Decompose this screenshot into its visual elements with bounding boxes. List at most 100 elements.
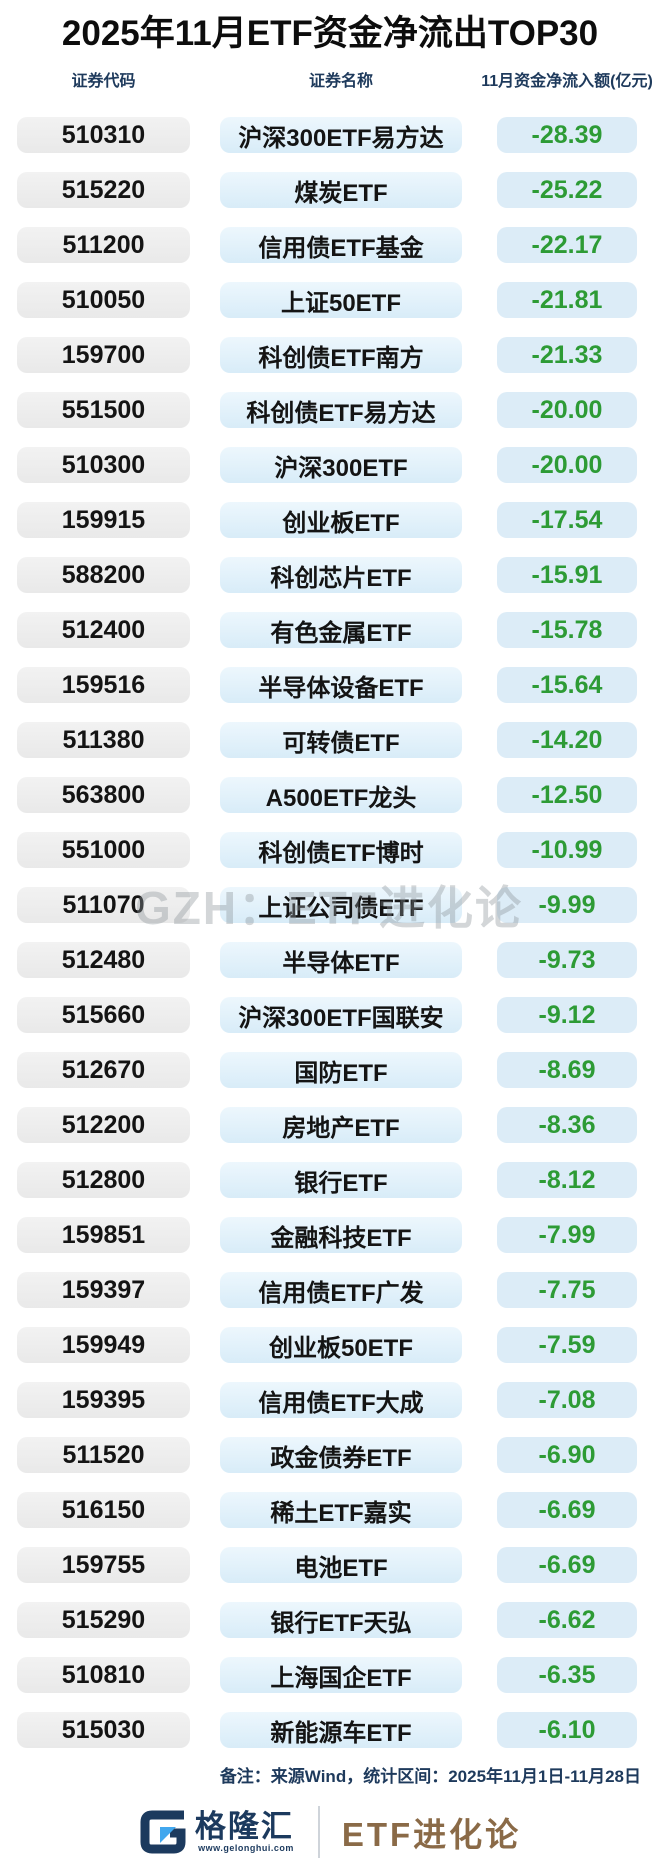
security-code-cell: 515030: [17, 1712, 190, 1748]
header-security-code: 证券代码: [71, 73, 136, 90]
table-header-row: 证券代码 证券名称 11月资金净流入额(亿元): [17, 68, 660, 90]
security-code-cell: 159755: [17, 1547, 190, 1583]
net-flow-value-cell: -7.75: [497, 1272, 637, 1308]
brand-name: 格隆汇: [194, 1809, 294, 1844]
table-row: 551500 科创债ETF易方达 -20.00: [17, 392, 660, 428]
security-name-cell: 创业板50ETF: [220, 1327, 462, 1363]
security-code-cell: 515220: [17, 172, 190, 208]
table-row: 511520 政金债券ETF -6.90: [17, 1437, 660, 1473]
net-flow-value-cell: -8.12: [497, 1162, 637, 1198]
security-code-cell: 588200: [17, 557, 190, 593]
net-flow-value-cell: -9.12: [497, 997, 637, 1033]
table-row: 512400 有色金属ETF -15.78: [17, 612, 660, 648]
security-name-cell: 国防ETF: [220, 1052, 462, 1088]
table-row: 159700 科创债ETF南方 -21.33: [17, 337, 660, 373]
net-flow-value-cell: -6.35: [497, 1657, 637, 1693]
security-code-cell: 512400: [17, 612, 190, 648]
security-code-cell: 159395: [17, 1382, 190, 1418]
security-name-cell: 科创芯片ETF: [220, 557, 462, 593]
security-name-cell: 金融科技ETF: [220, 1217, 462, 1253]
table-row: 516150 稀土ETF嘉实 -6.69: [17, 1492, 660, 1528]
net-flow-value-cell: -6.69: [497, 1492, 637, 1528]
channel-name: ETF进化论: [341, 1816, 522, 1853]
net-flow-value-cell: -9.73: [497, 942, 637, 978]
table-row: 512670 国防ETF -8.69: [17, 1052, 660, 1088]
net-flow-value-cell: -15.91: [497, 557, 637, 593]
page-title: 2025年11月ETF资金净流出TOP30: [61, 14, 599, 53]
security-name-cell: 有色金属ETF: [220, 612, 462, 648]
security-code-cell: 511070: [17, 887, 190, 923]
security-name-cell: 半导体ETF: [220, 942, 462, 978]
security-name-cell: A500ETF龙头: [220, 777, 462, 813]
security-code-cell: 510810: [17, 1657, 190, 1693]
net-flow-value-cell: -6.69: [497, 1547, 637, 1583]
table-row: 515660 沪深300ETF国联安 -9.12: [17, 997, 660, 1033]
net-flow-value-cell: -21.33: [497, 337, 637, 373]
table-row: 563800 A500ETF龙头 -12.50: [17, 777, 660, 813]
security-code-cell: 159700: [17, 337, 190, 373]
net-flow-value-cell: -12.50: [497, 777, 637, 813]
net-flow-value-cell: -15.78: [497, 612, 637, 648]
table-row: 512480 半导体ETF -9.73: [17, 942, 660, 978]
table-row: 159915 创业板ETF -17.54: [17, 502, 660, 538]
table-row: 159755 电池ETF -6.69: [17, 1547, 660, 1583]
security-code-cell: 563800: [17, 777, 190, 813]
net-flow-value-cell: -7.59: [497, 1327, 637, 1363]
table-row: 159395 信用债ETF大成 -7.08: [17, 1382, 660, 1418]
net-flow-value-cell: -28.39: [497, 117, 637, 153]
net-flow-value-cell: -14.20: [497, 722, 637, 758]
net-flow-value-cell: -9.99: [497, 887, 637, 923]
security-name-cell: 可转债ETF: [220, 722, 462, 758]
net-flow-value-cell: -20.00: [497, 447, 637, 483]
table-row: 510810 上海国企ETF -6.35: [17, 1657, 660, 1693]
security-code-cell: 551500: [17, 392, 190, 428]
security-name-cell: 沪深300ETF: [220, 447, 462, 483]
net-flow-value-cell: -20.00: [497, 392, 637, 428]
net-flow-value-cell: -10.99: [497, 832, 637, 868]
table-row: 510050 上证50ETF -21.81: [17, 282, 660, 318]
table-row: 510300 沪深300ETF -20.00: [17, 447, 660, 483]
net-flow-value-cell: -6.90: [497, 1437, 637, 1473]
security-name-cell: 沪深300ETF国联安: [220, 997, 462, 1033]
table-row: 515290 银行ETF天弘 -6.62: [17, 1602, 660, 1638]
security-name-cell: 电池ETF: [220, 1547, 462, 1583]
table-row: 515220 煤炭ETF -25.22: [17, 172, 660, 208]
brand-url: www.gelonghui.com: [198, 1843, 294, 1853]
net-flow-value-cell: -22.17: [497, 227, 637, 263]
security-name-cell: 政金债券ETF: [220, 1437, 462, 1473]
security-name-cell: 稀土ETF嘉实: [220, 1492, 462, 1528]
source-note: 备注：来源Wind，统计区间：2025年11月1日-11月28日: [219, 1767, 641, 1786]
table-row: 511380 可转债ETF -14.20: [17, 722, 660, 758]
gelonghui-logo-icon: [140, 1810, 186, 1854]
net-flow-value-cell: -17.54: [497, 502, 637, 538]
net-flow-value-cell: -8.36: [497, 1107, 637, 1143]
brand-text-block: 格隆汇 www.gelonghui.com: [194, 1809, 294, 1854]
table-row: 515030 新能源车ETF -6.10: [17, 1712, 660, 1748]
logo-divider: [317, 1806, 320, 1858]
security-code-cell: 511380: [17, 722, 190, 758]
table-row: 551000 科创债ETF博时 -10.99: [17, 832, 660, 868]
security-name-cell: 银行ETF: [220, 1162, 462, 1198]
security-code-cell: 515660: [17, 997, 190, 1033]
security-name-cell: 沪深300ETF易方达: [220, 117, 462, 153]
security-code-cell: 512670: [17, 1052, 190, 1088]
security-name-cell: 上证50ETF: [220, 282, 462, 318]
table-row: 159516 半导体设备ETF -15.64: [17, 667, 660, 703]
security-code-cell: 159949: [17, 1327, 190, 1363]
net-flow-value-cell: -7.08: [497, 1382, 637, 1418]
security-name-cell: 信用债ETF基金: [220, 227, 462, 263]
net-flow-value-cell: -7.99: [497, 1217, 637, 1253]
security-code-cell: 159851: [17, 1217, 190, 1253]
security-code-cell: 159915: [17, 502, 190, 538]
security-name-cell: 科创债ETF易方达: [220, 392, 462, 428]
gelonghui-logo: 格隆汇 www.gelonghui.com ETF进化论: [0, 1801, 660, 1863]
security-code-cell: 511200: [17, 227, 190, 263]
security-code-cell: 159397: [17, 1272, 190, 1308]
table-row: 510310 沪深300ETF易方达 -28.39: [17, 117, 660, 153]
security-name-cell: 银行ETF天弘: [220, 1602, 462, 1638]
security-name-cell: 半导体设备ETF: [220, 667, 462, 703]
security-code-cell: 551000: [17, 832, 190, 868]
etf-table-body: 510310 沪深300ETF易方达 -28.39 515220 煤炭ETF -…: [0, 117, 660, 1748]
security-name-cell: 上海国企ETF: [220, 1657, 462, 1693]
net-flow-value-cell: -8.69: [497, 1052, 637, 1088]
